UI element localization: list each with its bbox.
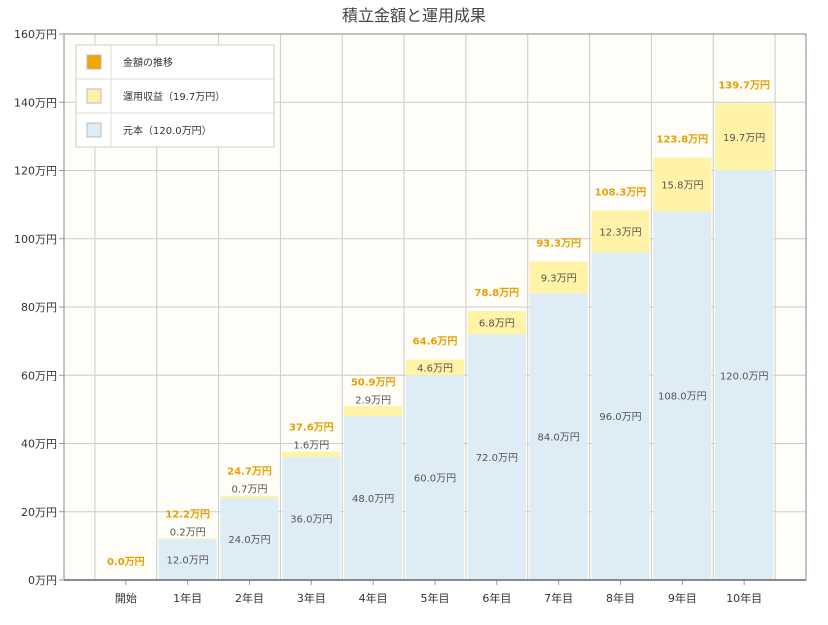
bar-principal bbox=[344, 416, 403, 580]
bar-return bbox=[405, 359, 465, 376]
bar-return bbox=[158, 538, 217, 540]
bar-stack bbox=[653, 157, 712, 580]
return-value-label: 4.6万円 bbox=[417, 363, 453, 374]
chart-title: 積立金額と運用成果 bbox=[342, 6, 486, 25]
total-value-label: 123.8万円 bbox=[657, 134, 709, 146]
total-value-label: 24.7万円 bbox=[227, 466, 272, 478]
bar-stack bbox=[282, 451, 341, 580]
bar-return bbox=[220, 495, 279, 499]
legend-swatch bbox=[86, 54, 102, 70]
legend-item-label: 元本（120.0万円） bbox=[123, 124, 212, 137]
return-value-label: 0.7万円 bbox=[232, 485, 268, 496]
x-tick-label: 開始 bbox=[115, 591, 137, 605]
x-tick-label: 9年目 bbox=[668, 591, 697, 605]
bar-stack bbox=[344, 406, 403, 580]
bar-return bbox=[715, 103, 774, 171]
bar-principal bbox=[405, 375, 465, 580]
bar-stack bbox=[715, 103, 774, 580]
return-value-label: 6.8万円 bbox=[479, 319, 515, 330]
bar-stack bbox=[467, 311, 526, 580]
bar-principal bbox=[220, 498, 279, 580]
y-tick-label: 100万円 bbox=[14, 233, 57, 246]
total-value-label: 108.3万円 bbox=[595, 186, 647, 198]
y-tick-label: 160万円 bbox=[14, 28, 57, 41]
bar-stack bbox=[591, 210, 650, 580]
principal-value-label: 24.0万円 bbox=[228, 535, 270, 546]
x-tick-label: 3年目 bbox=[297, 591, 326, 605]
bar-principal bbox=[653, 211, 712, 580]
principal-value-label: 84.0万円 bbox=[538, 433, 580, 444]
x-tick-label: 8年目 bbox=[606, 591, 635, 605]
return-value-label: 9.3万円 bbox=[541, 273, 577, 284]
total-value-label: 12.2万円 bbox=[165, 508, 210, 520]
return-value-label: 0.2万円 bbox=[170, 527, 206, 538]
legend-swatch bbox=[86, 122, 102, 138]
total-value-label: 50.9万円 bbox=[351, 376, 396, 388]
total-value-label: 64.6万円 bbox=[413, 336, 458, 348]
bar-return bbox=[653, 157, 712, 212]
bar-principal bbox=[529, 293, 588, 580]
principal-value-label: 48.0万円 bbox=[352, 494, 394, 505]
principal-value-label: 96.0万円 bbox=[599, 412, 641, 423]
bar-return bbox=[467, 311, 526, 335]
y-tick-label: 0万円 bbox=[28, 574, 57, 587]
bar-principal bbox=[282, 457, 341, 580]
y-tick-label: 120万円 bbox=[14, 165, 57, 178]
bar-return bbox=[344, 406, 403, 417]
total-value-label: 0.0万円 bbox=[107, 556, 145, 568]
return-value-label: 15.8万円 bbox=[661, 180, 703, 191]
legend-item-label: 金額の推移 bbox=[123, 56, 173, 69]
bar-stack bbox=[529, 261, 588, 580]
y-tick-label: 140万円 bbox=[14, 96, 57, 109]
legend-item-label: 運用収益（19.7万円） bbox=[123, 90, 225, 103]
return-value-label: 2.9万円 bbox=[355, 395, 391, 406]
bar-return bbox=[529, 261, 588, 294]
x-tick-label: 5年目 bbox=[421, 591, 450, 605]
legend-swatch bbox=[86, 88, 102, 104]
x-tick-label: 6年目 bbox=[482, 591, 511, 605]
x-tick-label: 7年目 bbox=[544, 591, 573, 605]
bar-principal bbox=[467, 334, 526, 580]
bar-stack bbox=[405, 359, 465, 580]
y-tick-label: 40万円 bbox=[21, 438, 57, 451]
x-tick-label: 10年目 bbox=[726, 591, 762, 605]
bar-principal bbox=[158, 539, 217, 580]
bar-return bbox=[282, 451, 341, 458]
total-value-label: 78.8万円 bbox=[474, 287, 519, 299]
plot-area: 0万円 20万円 40万円 60万円 80万円 100万円 120万円 140万円 160万円 0… bbox=[14, 28, 807, 605]
y-tick-label: 20万円 bbox=[21, 506, 57, 519]
bar-stack bbox=[158, 538, 217, 580]
bar-principal bbox=[715, 170, 774, 580]
principal-value-label: 120.0万円 bbox=[720, 371, 769, 382]
total-value-label: 37.6万円 bbox=[289, 422, 334, 434]
x-tick-label: 2年目 bbox=[235, 591, 264, 605]
return-value-label: 12.3万円 bbox=[599, 227, 641, 238]
total-value-label: 139.7万円 bbox=[718, 79, 770, 91]
principal-value-label: 60.0万円 bbox=[414, 474, 456, 485]
principal-value-label: 36.0万円 bbox=[290, 515, 332, 526]
return-value-label: 1.6万円 bbox=[293, 441, 329, 452]
bar-stack bbox=[220, 495, 279, 580]
principal-value-label: 12.0万円 bbox=[167, 556, 209, 567]
y-tick-label: 60万円 bbox=[21, 369, 57, 382]
principal-value-label: 108.0万円 bbox=[658, 392, 707, 403]
bar-principal bbox=[591, 252, 650, 580]
x-tick-label: 1年目 bbox=[173, 591, 202, 605]
total-value-label: 93.3万円 bbox=[536, 238, 581, 250]
x-tick-label: 4年目 bbox=[359, 591, 388, 605]
legend-box bbox=[75, 44, 275, 148]
return-value-label: 19.7万円 bbox=[723, 133, 765, 144]
principal-value-label: 72.0万円 bbox=[476, 453, 518, 464]
bar-return bbox=[591, 210, 650, 253]
y-tick-label: 80万円 bbox=[21, 301, 57, 314]
